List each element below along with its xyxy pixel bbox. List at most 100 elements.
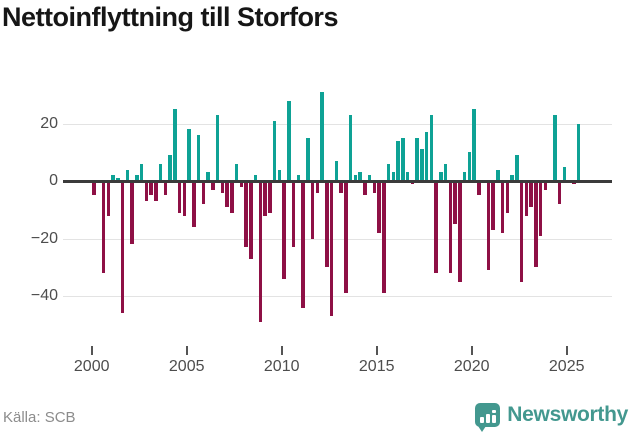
x-axis-tick [565, 346, 568, 355]
x-axis-tick [375, 346, 378, 355]
bar [429, 114, 434, 181]
x-axis-tick [185, 346, 188, 355]
bar [325, 181, 329, 268]
bar [377, 181, 381, 233]
bar [92, 181, 96, 196]
bar [524, 181, 529, 216]
bar [477, 181, 481, 196]
bar [344, 181, 348, 294]
bar [519, 181, 524, 282]
x-axis-tick [470, 346, 473, 355]
bar [553, 114, 557, 181]
bar [500, 181, 505, 233]
bar [458, 181, 462, 282]
bar [538, 181, 543, 236]
bar [329, 181, 334, 317]
bar [439, 172, 443, 181]
bar [310, 181, 315, 239]
bar [277, 169, 282, 181]
bar [206, 172, 210, 181]
gridline [63, 296, 612, 297]
bar [173, 109, 177, 181]
bar [339, 181, 343, 193]
bar [306, 137, 310, 181]
gridline [63, 123, 612, 125]
x-axis-label: 2010 [263, 358, 300, 375]
bar [101, 181, 106, 273]
bar [125, 169, 130, 181]
bar [382, 181, 386, 294]
bar [453, 181, 457, 225]
newsworthy-logo[interactable]: Newsworthy [475, 403, 628, 432]
y-axis-label: −40 [30, 287, 58, 304]
bar [367, 175, 372, 181]
bar [543, 181, 548, 190]
bar [420, 149, 424, 181]
bar [220, 181, 225, 193]
bar [149, 181, 153, 196]
bar [144, 181, 149, 202]
bar [405, 172, 410, 181]
bar [135, 175, 139, 181]
bar [462, 172, 467, 181]
gridline [63, 238, 612, 240]
bar [396, 140, 400, 181]
bar [225, 181, 229, 207]
x-axis-label: 2020 [453, 358, 490, 375]
bar [472, 109, 476, 181]
bar [386, 163, 391, 181]
bar [467, 152, 472, 181]
bar [120, 181, 125, 314]
bar [391, 172, 396, 181]
bar [239, 181, 244, 187]
bar [486, 181, 491, 271]
newsworthy-bubble-icon [475, 403, 501, 432]
bar [576, 123, 581, 181]
bar [348, 114, 353, 181]
x-axis-label: 2005 [168, 358, 205, 375]
source-label: Källa: SCB [3, 409, 76, 426]
bar [534, 181, 538, 268]
bar [111, 175, 115, 181]
bar [505, 181, 510, 213]
bar [353, 175, 358, 181]
newsworthy-wordmark: Newsworthy [507, 403, 628, 426]
bar [192, 181, 196, 227]
bar [272, 120, 277, 181]
bar [154, 181, 158, 202]
bar [258, 181, 263, 322]
bar [282, 181, 286, 279]
bar [287, 100, 291, 181]
x-axis-label: 2015 [358, 358, 395, 375]
bar [496, 169, 500, 181]
chart-title: Nettoinflyttning till Storfors [2, 2, 338, 32]
bar [401, 137, 405, 181]
bar [510, 175, 514, 181]
bar [177, 181, 182, 213]
bar [130, 181, 134, 245]
bar [158, 163, 163, 181]
bar [211, 181, 215, 190]
bar [168, 155, 172, 181]
bar [234, 163, 239, 181]
bar [529, 181, 533, 207]
y-axis-label: 0 [49, 172, 58, 189]
bar [301, 181, 305, 308]
bar [163, 181, 168, 196]
bar [415, 137, 419, 181]
bar [187, 129, 191, 181]
y-axis-label: −20 [30, 229, 58, 247]
bar [296, 175, 301, 181]
bar [253, 175, 258, 181]
bar [315, 181, 320, 193]
x-axis-tick [280, 346, 283, 355]
bar [372, 181, 377, 193]
bar [491, 181, 495, 230]
bar [291, 181, 296, 248]
bar [334, 160, 339, 181]
bar [557, 181, 562, 204]
bar [139, 163, 144, 181]
zero-axis-line [63, 179, 612, 183]
bar [230, 181, 234, 213]
bar [182, 181, 187, 216]
